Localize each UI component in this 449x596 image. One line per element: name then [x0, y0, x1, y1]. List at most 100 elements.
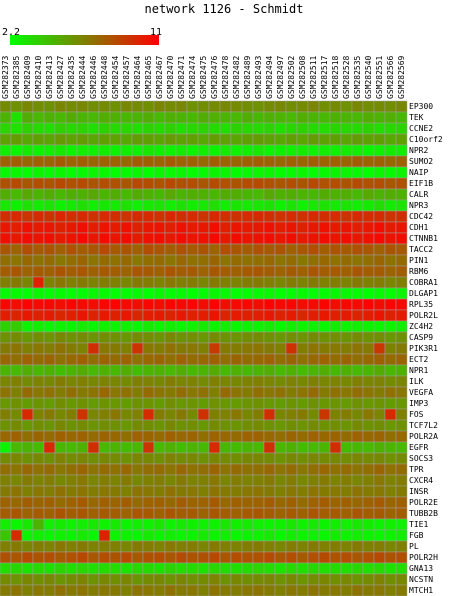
heatmap-cell: [329, 386, 342, 399]
heatmap-cell: [131, 133, 144, 146]
heatmap-cell: [65, 353, 78, 366]
heatmap-cell: [318, 265, 331, 278]
heatmap-cell: [318, 287, 331, 300]
heatmap-cell: [197, 573, 210, 586]
heatmap-cell: [263, 232, 276, 245]
heatmap-cell: [395, 518, 408, 531]
heatmap-cell: [252, 111, 265, 124]
heatmap-cell: [131, 331, 144, 344]
heatmap-cell: [0, 463, 12, 476]
row-label: CTNNB1: [409, 234, 438, 243]
heatmap-cell: [54, 573, 67, 586]
heatmap-cell: [164, 364, 177, 377]
heatmap-cell: [109, 430, 122, 443]
heatmap-cell: [21, 243, 34, 256]
heatmap-cell: [329, 441, 342, 454]
heatmap-cell: [263, 419, 276, 432]
heatmap-cell: [197, 276, 210, 289]
heatmap-cell: [340, 111, 353, 124]
heatmap-cell: [186, 276, 199, 289]
heatmap-cell: [318, 243, 331, 256]
row-label: PIK3R1: [409, 344, 438, 353]
heatmap-cell: [241, 210, 254, 223]
heatmap-cell: [142, 584, 155, 596]
heatmap-cell: [197, 430, 210, 443]
heatmap-cell: [109, 452, 122, 465]
heatmap-cell: [175, 496, 188, 509]
heatmap-cell: [21, 342, 34, 355]
heatmap-cell: [230, 166, 243, 179]
heatmap-cell: [307, 342, 320, 355]
heatmap-cell: [208, 243, 221, 256]
heatmap-cell: [186, 518, 199, 531]
heatmap-cell: [340, 540, 353, 553]
heatmap-cell: [142, 287, 155, 300]
heatmap-cell: [164, 430, 177, 443]
heatmap-cell: [109, 518, 122, 531]
heatmap-cell: [175, 397, 188, 410]
heatmap-cell: [362, 199, 375, 212]
heatmap-cell: [10, 320, 23, 333]
heatmap-cell: [373, 331, 386, 344]
heatmap-cell: [384, 243, 397, 256]
heatmap-cell: [285, 573, 298, 586]
heatmap-cell: [87, 331, 100, 344]
heatmap-cell: [285, 309, 298, 322]
heatmap-cell: [109, 419, 122, 432]
heatmap-cell: [285, 133, 298, 146]
heatmap-cell: [329, 265, 342, 278]
row-label: MTCH1: [409, 586, 433, 595]
heatmap-cell: [120, 100, 133, 113]
heatmap-cell: [384, 199, 397, 212]
heatmap-cell: [241, 232, 254, 245]
heatmap-cell: [0, 265, 12, 278]
heatmap-cell: [10, 210, 23, 223]
heatmap-cell: [175, 276, 188, 289]
heatmap-cell: [208, 320, 221, 333]
heatmap-cell: [87, 573, 100, 586]
heatmap-cell: [87, 507, 100, 520]
heatmap-cell: [10, 287, 23, 300]
heatmap-cell: [230, 529, 243, 542]
heatmap-cell: [98, 408, 111, 421]
heatmap-cell: [340, 320, 353, 333]
heatmap-cell: [186, 441, 199, 454]
heatmap-cell: [197, 254, 210, 267]
heatmap-cell: [241, 441, 254, 454]
heatmap-cell: [373, 474, 386, 487]
heatmap-cell: [87, 210, 100, 223]
heatmap-cell: [241, 342, 254, 355]
heatmap-cell: [340, 155, 353, 168]
heatmap-cell: [285, 386, 298, 399]
heatmap-cell: [329, 375, 342, 388]
heatmap-cell: [21, 309, 34, 322]
heatmap-cell: [351, 320, 364, 333]
column-label: GSM282444: [78, 55, 87, 99]
heatmap-cell: [164, 419, 177, 432]
heatmap-cell: [186, 155, 199, 168]
heatmap-cell: [285, 265, 298, 278]
heatmap-cell: [98, 122, 111, 135]
row-label: TUBB2B: [409, 509, 438, 518]
heatmap-cell: [351, 529, 364, 542]
heatmap-cell: [329, 540, 342, 553]
heatmap-cell: [285, 177, 298, 190]
heatmap-cell: [318, 100, 331, 113]
heatmap-cell: [142, 573, 155, 586]
heatmap-cell: [197, 111, 210, 124]
heatmap-cell: [32, 584, 45, 596]
heatmap-cell: [98, 331, 111, 344]
heatmap-cell: [219, 331, 232, 344]
heatmap-cell: [32, 452, 45, 465]
heatmap-cell: [131, 452, 144, 465]
heatmap-cell: [219, 386, 232, 399]
heatmap-cell: [120, 287, 133, 300]
heatmap-cell: [296, 309, 309, 322]
row-label: GNA13: [409, 564, 433, 573]
heatmap-cell: [373, 287, 386, 300]
heatmap-cell: [109, 199, 122, 212]
heatmap-cell: [164, 540, 177, 553]
heatmap-cell: [252, 276, 265, 289]
heatmap-cell: [230, 177, 243, 190]
heatmap-cell: [395, 408, 408, 421]
